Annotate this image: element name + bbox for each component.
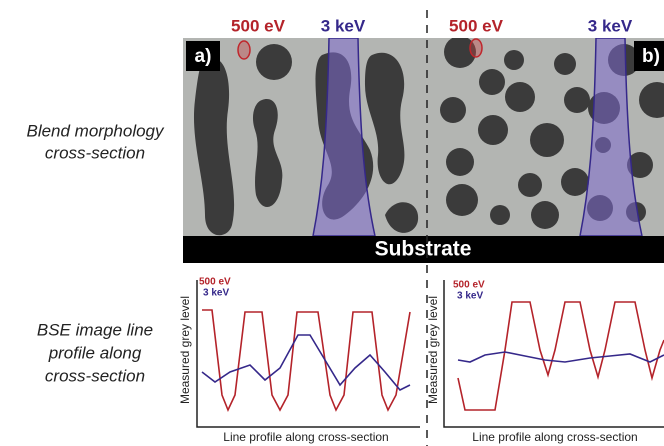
- y-axis-label: Measured grey level: [178, 296, 192, 404]
- beam-label: 500 eV: [449, 16, 504, 35]
- substrate-label: Substrate: [375, 238, 472, 261]
- label: BSE image line: [37, 320, 153, 339]
- figure: Blend morphology cross-section BSE image…: [0, 0, 664, 446]
- panel-label: b): [642, 46, 660, 67]
- label: Blend morphology: [26, 121, 165, 140]
- label: cross-section: [45, 143, 145, 162]
- label: cross-section: [45, 366, 145, 385]
- beam-label: 500 eV: [231, 16, 286, 35]
- beam-label: 3 keV: [588, 16, 633, 35]
- label: profile along: [48, 343, 142, 362]
- x-axis-label: Line profile along cross-section: [472, 430, 637, 444]
- plot-a: [197, 280, 420, 427]
- beam-label: 3 keV: [321, 16, 366, 35]
- panel-label: a): [195, 46, 212, 67]
- legend-entry: 3 keV: [203, 288, 229, 299]
- x-axis-label: Line profile along cross-section: [223, 430, 388, 444]
- legend-entry: 500 eV: [199, 277, 231, 288]
- legend-entry: 3 keV: [457, 291, 483, 302]
- legend-entry: 500 eV: [453, 280, 485, 291]
- y-axis-label: Measured grey level: [426, 296, 440, 404]
- plot-b: [444, 280, 664, 427]
